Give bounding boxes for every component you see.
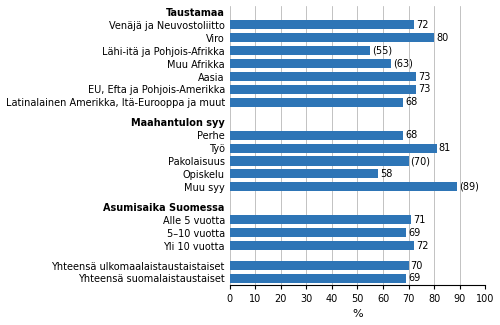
Text: 80: 80 <box>436 33 448 43</box>
Bar <box>230 131 404 140</box>
Bar <box>230 182 457 191</box>
Bar <box>230 241 414 250</box>
Bar <box>230 215 411 224</box>
Text: (55): (55) <box>372 46 392 56</box>
Bar <box>230 228 406 237</box>
Text: 69: 69 <box>408 273 420 283</box>
Bar <box>230 72 416 81</box>
Text: 72: 72 <box>416 20 428 30</box>
Bar <box>230 274 406 283</box>
Bar <box>230 157 408 165</box>
Bar <box>230 169 378 178</box>
Text: 72: 72 <box>416 240 428 251</box>
Text: (89): (89) <box>459 182 479 192</box>
X-axis label: %: % <box>352 309 363 319</box>
Text: 68: 68 <box>406 97 418 107</box>
Text: 71: 71 <box>413 215 426 225</box>
Text: 68: 68 <box>406 130 418 140</box>
Bar <box>230 46 370 55</box>
Text: (70): (70) <box>410 156 430 166</box>
Text: (63): (63) <box>392 58 412 69</box>
Bar <box>230 59 390 68</box>
Text: 73: 73 <box>418 72 430 82</box>
Bar <box>230 20 414 30</box>
Bar <box>230 33 434 42</box>
Bar <box>230 85 416 94</box>
Text: 58: 58 <box>380 169 392 179</box>
Text: 69: 69 <box>408 227 420 238</box>
Text: 73: 73 <box>418 84 430 94</box>
Bar <box>230 261 408 270</box>
Bar <box>230 98 404 107</box>
Bar <box>230 144 436 153</box>
Text: 81: 81 <box>438 143 451 153</box>
Text: 70: 70 <box>410 261 423 270</box>
